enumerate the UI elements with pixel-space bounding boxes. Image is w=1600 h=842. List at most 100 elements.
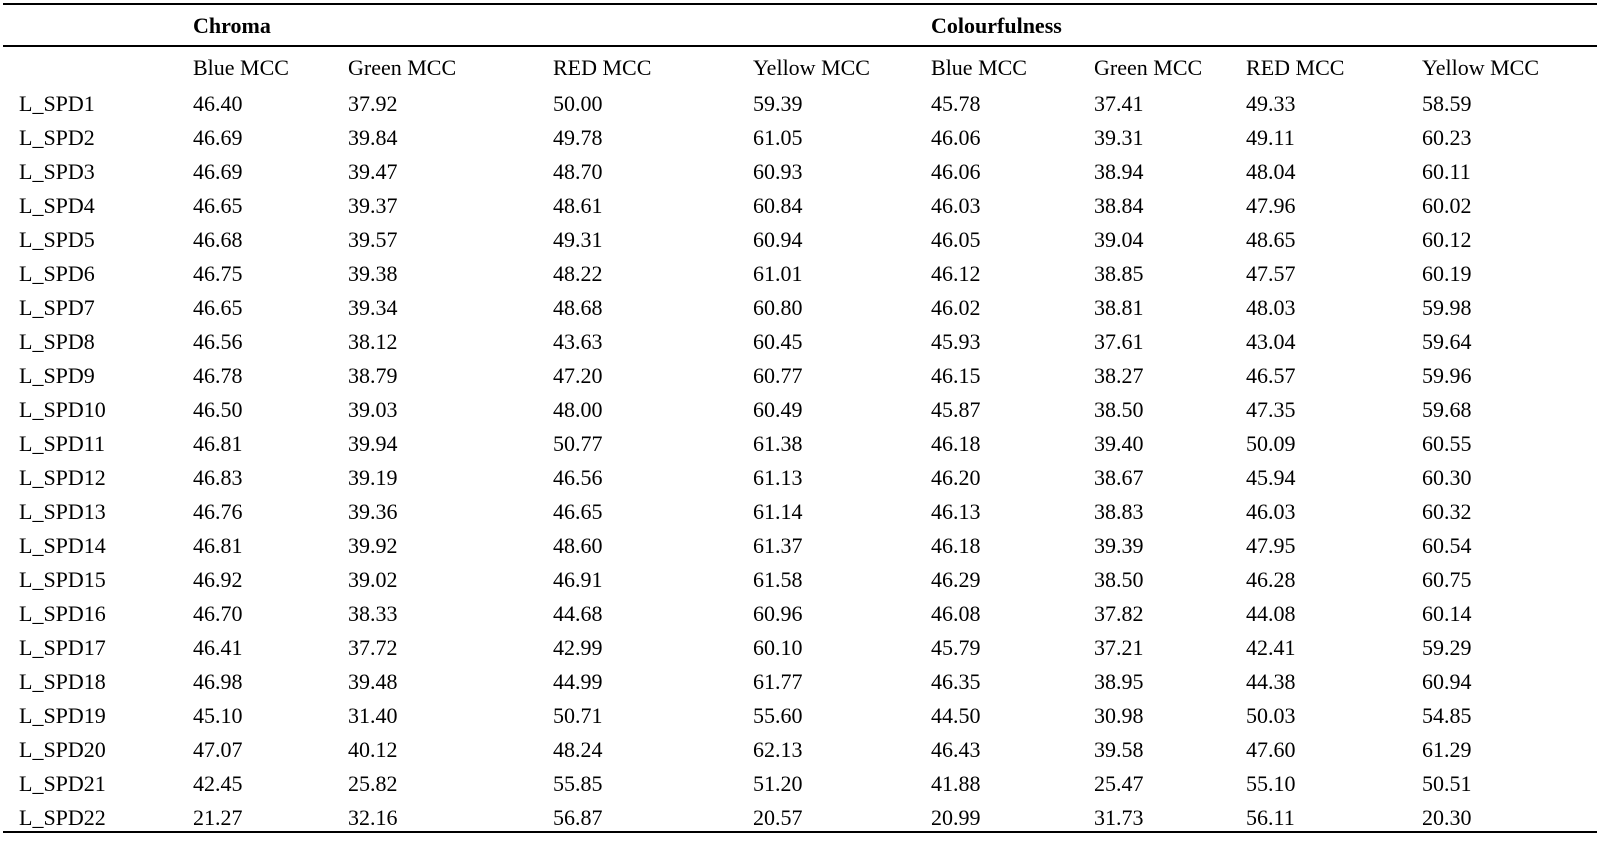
table-cell: 38.81 [1094,295,1144,320]
table-cell: 46.43 [931,737,981,762]
table-cell: 46.15 [931,363,981,388]
table-cell: 60.49 [753,397,803,422]
table-cell: 46.18 [931,431,981,456]
table-cell: 46.69 [193,159,243,184]
table-cell: 20.30 [1422,805,1472,830]
row-label: L_SPD6 [19,261,95,286]
row-label: L_SPD4 [19,193,95,218]
table-cell: 49.78 [553,125,603,150]
table-cell: 46.98 [193,669,243,694]
table-cell: 47.35 [1246,397,1296,422]
table-row: L_SPD10 46.50 39.03 48.00 60.49 45.87 38.50 47.… [3,393,1597,427]
table-row: L_SPD14 46.81 39.92 48.60 61.37 46.18 39.39 47.… [3,529,1597,563]
table-row: L_SPD16 46.70 38.33 44.68 60.96 46.08 37.82 44.… [3,597,1597,631]
table-cell: 43.63 [553,329,603,354]
table-cell: 45.87 [931,397,981,422]
table-cell: 48.24 [553,737,603,762]
table-cell: 45.79 [931,635,981,660]
row-label: L_SPD14 [19,533,106,558]
table-cell: 42.99 [553,635,603,660]
table-cell: 31.40 [348,703,398,728]
table-row: L_SPD11 46.81 39.94 50.77 61.38 46.18 39.40 50.… [3,427,1597,461]
table-cell: 46.75 [193,261,243,286]
table-cell: 46.57 [1246,363,1296,388]
table-cell: 39.58 [1094,737,1144,762]
table-cell: 47.20 [553,363,603,388]
table-cell: 60.32 [1422,499,1472,524]
row-label: L_SPD5 [19,227,95,252]
table-row: L_SPD19 45.10 31.40 50.71 55.60 44.50 30.98 50.… [3,699,1597,733]
table-cell: 59.96 [1422,363,1472,388]
row-label: L_SPD22 [19,805,106,830]
table-cell: 47.57 [1246,261,1296,286]
table-cell: 37.82 [1094,601,1144,626]
column-header-row: Blue MCC Green MCC RED MCC Yellow MCC Bl… [3,46,1597,87]
table-cell: 47.60 [1246,737,1296,762]
table-cell: 48.70 [553,159,603,184]
table-cell: 58.59 [1422,91,1472,116]
table-cell: 37.21 [1094,635,1144,660]
table-row: L_SPD22 21.27 32.16 56.87 20.57 20.99 31.73 56.… [3,801,1597,835]
table-cell: 59.29 [1422,635,1472,660]
table-cell: 54.85 [1422,703,1472,728]
table-row: L_SPD2 46.69 39.84 49.78 61.05 46.06 39.31 49.1… [3,121,1597,155]
table-cell: 39.34 [348,295,398,320]
column-header: Blue MCC [193,55,289,80]
table-cell: 46.92 [193,567,243,592]
row-label: L_SPD18 [19,669,106,694]
data-table: Chroma Colourfulness Blue MCC Green MCC … [3,6,1597,835]
column-header: Green MCC [348,55,457,80]
table-cell: 39.02 [348,567,398,592]
table-cell: 46.68 [193,227,243,252]
table-cell: 46.06 [931,159,981,184]
table-cell: 38.50 [1094,397,1144,422]
table-cell: 46.35 [931,669,981,694]
row-label: L_SPD15 [19,567,106,592]
table-cell: 48.04 [1246,159,1296,184]
table-row: L_SPD1 46.40 37.92 50.00 59.39 45.78 37.41 49.3… [3,87,1597,121]
table-cell: 46.50 [193,397,243,422]
row-label: L_SPD2 [19,125,95,150]
table-cell: 46.18 [931,533,981,558]
table-cell: 44.38 [1246,669,1296,694]
table-cell: 39.19 [348,465,398,490]
table-cell: 48.60 [553,533,603,558]
table-cell: 38.12 [348,329,398,354]
column-header: Green MCC [1094,55,1203,80]
table-cell: 40.12 [348,737,398,762]
table-cell: 38.33 [348,601,398,626]
table-cell: 46.81 [193,533,243,558]
table-cell: 46.28 [1246,567,1296,592]
table-cell: 50.51 [1422,771,1472,796]
table-cell: 46.65 [193,295,243,320]
table-cell: 60.14 [1422,601,1472,626]
table-row: L_SPD7 46.65 39.34 48.68 60.80 46.02 38.81 48.0… [3,291,1597,325]
row-label: L_SPD20 [19,737,106,762]
row-label: L_SPD13 [19,499,106,524]
table-cell: 48.22 [553,261,603,286]
table-cell: 39.04 [1094,227,1144,252]
group-header-colourfulness: Colourfulness [931,13,1062,38]
table-cell: 39.03 [348,397,398,422]
table-cell: 46.03 [1246,499,1296,524]
table-cell: 62.13 [753,737,803,762]
table-cell: 45.10 [193,703,243,728]
table-cell: 44.08 [1246,601,1296,626]
table-cell: 49.11 [1246,125,1295,150]
table-cell: 42.45 [193,771,243,796]
table-cell: 44.99 [553,669,603,694]
table-cell: 60.93 [753,159,803,184]
table-cell: 43.04 [1246,329,1296,354]
table-cell: 46.69 [193,125,243,150]
table-cell: 61.77 [753,669,803,694]
table-header-rule [3,45,1597,47]
table-cell: 48.68 [553,295,603,320]
table-cell: 37.92 [348,91,398,116]
table-cell: 45.93 [931,329,981,354]
table-cell: 50.09 [1246,431,1296,456]
table-cell: 46.65 [553,499,603,524]
table-cell: 46.70 [193,601,243,626]
table-row: L_SPD8 46.56 38.12 43.63 60.45 45.93 37.61 43.0… [3,325,1597,359]
table-cell: 46.83 [193,465,243,490]
table-cell: 55.85 [553,771,603,796]
